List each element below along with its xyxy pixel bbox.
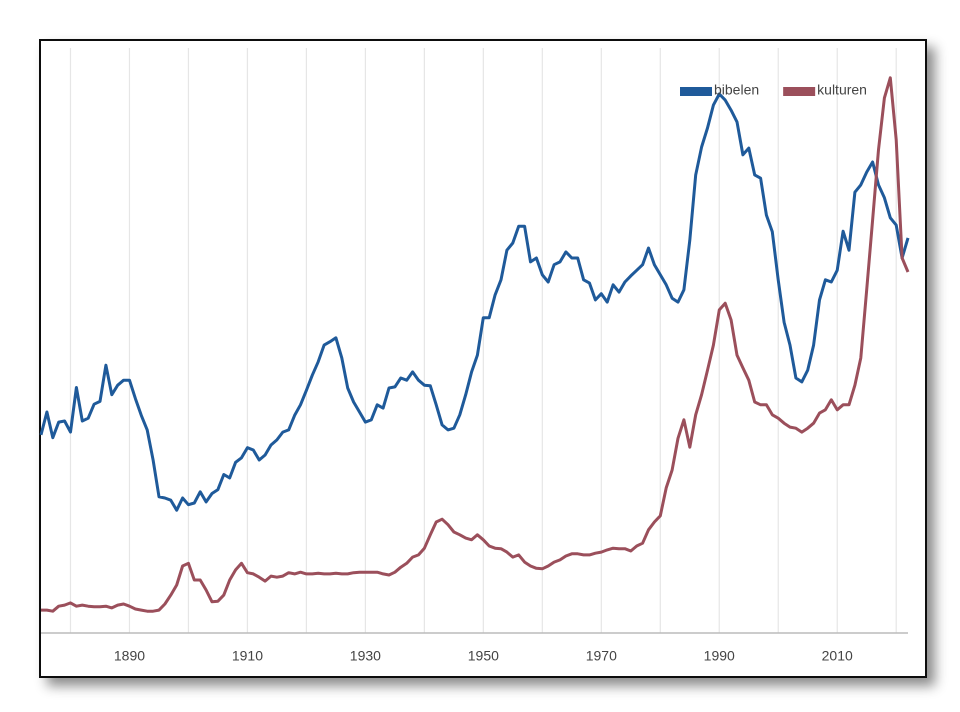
legend-label: bibelen — [714, 82, 759, 98]
x-tick-label: 1950 — [468, 648, 499, 664]
legend-swatch — [783, 87, 816, 96]
legend-label: kulturen — [817, 82, 867, 98]
x-tick-label: 1890 — [114, 648, 145, 664]
plot-area: 1890 1910 1930 1950 1970 1990 2010 bibelen kultu… — [39, 48, 910, 664]
x-tick-label: 1910 — [232, 648, 263, 664]
x-tick-label: 2010 — [822, 648, 853, 664]
data-line — [39, 92, 910, 512]
legend-swatch — [680, 87, 712, 96]
x-tick-label: 1990 — [704, 648, 735, 664]
data-line — [41, 76, 910, 613]
x-tick-label: 1930 — [350, 648, 381, 664]
x-tick-label: 1970 — [586, 648, 617, 664]
